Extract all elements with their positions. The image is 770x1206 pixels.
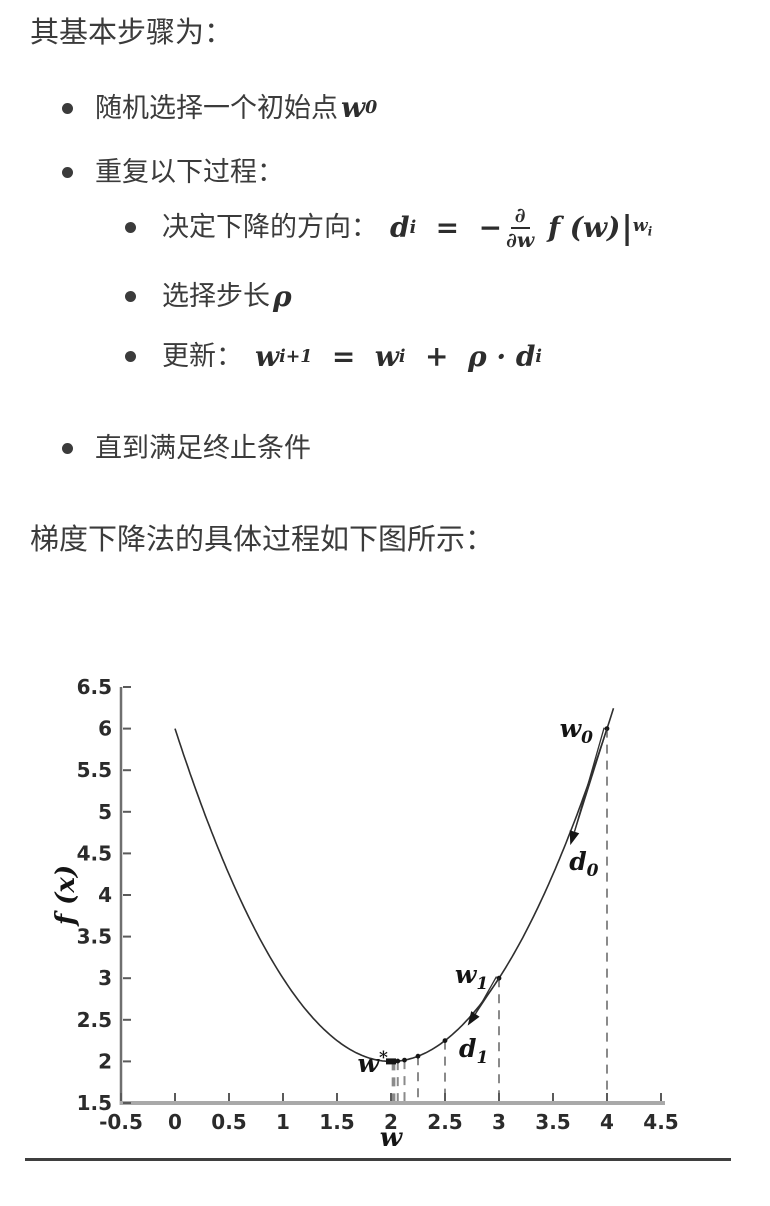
y-tick-label: 3.5 [77,925,112,949]
x-tick-label: 4 [600,1110,614,1134]
optimum-marker [386,1058,396,1065]
intro-text: 其基本步骤为： [30,15,234,49]
list-item-termination: 直到满足终止条件 [62,431,311,466]
parabola-curve [174,708,615,1063]
bullet-dot [125,351,136,363]
x-tick-label: 2 [384,1110,398,1134]
x-tick-label: 1.5 [319,1110,354,1134]
iterate-marker-4 [402,1057,407,1063]
list-item-text: 重复以下过程： [95,157,284,188]
label-w0: w0 [560,714,594,748]
list-item-text: 决定下降的方向： [162,212,378,244]
list-item-text: 选择步长 [162,281,270,312]
arrowhead-d1 [467,1011,480,1026]
label-w-star: w* [358,1048,389,1078]
bullet-dot [125,222,136,234]
label-d1: d1 [459,1034,488,1068]
gradient-descent-figure: -0.5 0 0.5 1 1.5 2 2.5 3 3.5 4 4.5 1.5 2 2.5 3 3.5 4 4.5 5… [0,638,770,1168]
arrowhead-d0 [569,830,580,846]
y-tick-label: 2 [98,1049,112,1073]
x-tick-label: 4.5 [643,1110,678,1134]
arrow-shaft2-d0 [573,727,605,832]
list-item-text: 随机选择一个初始点 w 0 [95,90,377,126]
text-run: 随机选择一个初始点 [95,93,338,124]
y-tick-label: 5 [98,800,112,824]
list-item-text: 直到满足终止条件 [95,433,311,464]
x-tick-label: 3 [492,1110,506,1134]
x-tick-label: 2.5 [427,1110,462,1134]
figure-caption: 梯度下降法的具体过程如下图所示： [30,522,495,556]
gradient-descent-chart: -0.5 0 0.5 1 1.5 2 2.5 3 3.5 4 4.5 1.5 2 2.5 3 3.5 4 4.5 5… [51,675,679,1153]
bullet-dot [62,443,73,455]
y-tick-label: 6 [98,717,112,741]
bottom-divider [25,1158,731,1161]
y-tick-label: 6.5 [77,675,112,699]
x-axis-label: w [380,1123,404,1153]
bullet-dot [62,102,73,114]
bullet-dot [62,167,73,179]
list-item-step-size: 选择步长 ρ [125,279,292,314]
y-tick-label: 4.5 [77,841,112,865]
x-tick-label: 3.5 [535,1110,570,1134]
arrow-shaft2-d1 [474,976,498,1015]
y-tick-label: 1.5 [77,1091,112,1115]
label-d0: d0 [569,847,598,881]
iterate-marker-0 [604,726,610,731]
math-rho: ρ [273,280,292,314]
y-tick-label: 2.5 [77,1008,112,1032]
x-tick-label: 1 [276,1110,290,1134]
bullet-dot [125,291,136,303]
iterate-marker-3 [415,1053,421,1059]
iterate-marker-2 [442,1038,448,1043]
list-item-text: 更新： [162,341,243,372]
y-tick-label: 5.5 [77,758,112,782]
x-tick-label: 0 [168,1110,182,1134]
x-tick-label: -0.5 [99,1110,143,1134]
x-tick-label: 0.5 [211,1110,246,1134]
label-w1: w1 [455,960,488,994]
y-axis-label: f (x) [51,865,81,927]
list-item-init-point: 随机选择一个初始点 w 0 [62,90,377,126]
y-tick-label: 3 [98,966,112,990]
y-tick-label: 4 [98,883,112,907]
list-item-repeat: 重复以下过程： [62,155,284,190]
